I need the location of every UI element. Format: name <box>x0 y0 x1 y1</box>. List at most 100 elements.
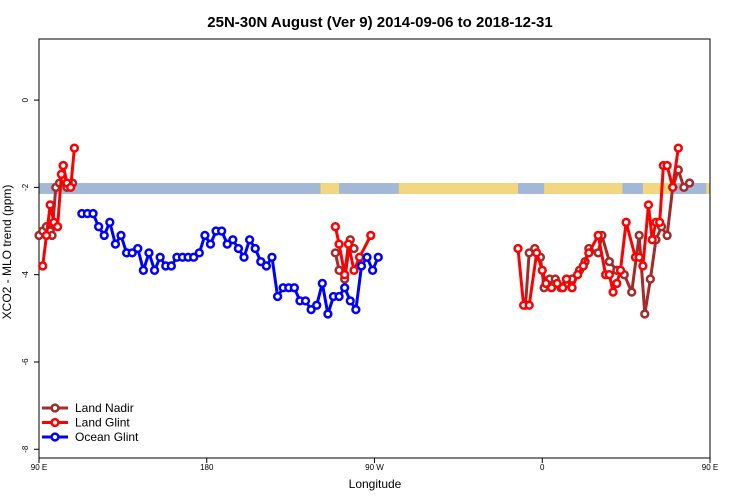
legend-item-ocean-glint: Ocean Glint <box>42 430 139 444</box>
land-glint-point <box>330 222 341 232</box>
land-glint-point <box>513 243 523 254</box>
land-glint-point <box>41 230 52 241</box>
ocean-glint-point <box>373 252 383 262</box>
land-nadir-point <box>662 230 672 241</box>
ocean-glint-point <box>133 243 143 254</box>
land-glint-point <box>668 182 678 193</box>
x-tick-label: 90 E <box>31 463 47 472</box>
ocean-glint-point <box>93 222 104 232</box>
ocean-glint-point <box>149 265 160 275</box>
legend-label: Ocean Glint <box>75 430 139 444</box>
land-glint-point <box>567 283 577 293</box>
land-glint-point <box>45 200 55 210</box>
ocean-glint-point <box>351 304 361 315</box>
land-glint-point <box>340 270 350 280</box>
land-glint-point <box>621 217 631 227</box>
land-glint-point <box>573 270 583 280</box>
ocean-glint-point <box>99 230 109 241</box>
ocean-glint-point <box>362 252 372 262</box>
ocean-glint-point <box>356 261 367 271</box>
land-nadir-point <box>634 230 644 241</box>
land-ocean-band <box>39 183 710 194</box>
land-glint-point <box>612 278 622 289</box>
ocean-glint-point <box>194 248 204 258</box>
land-glint-point <box>638 261 648 271</box>
legend-marker <box>50 417 60 428</box>
land-band-segment <box>642 183 673 194</box>
land-glint-point <box>38 261 48 271</box>
ocean-glint-point <box>116 230 126 241</box>
land-nadir-point <box>627 287 637 297</box>
land-glint-point <box>537 265 547 275</box>
ocean-glint-point <box>345 296 355 306</box>
land-glint-point <box>58 160 68 171</box>
land-nadir-point <box>684 178 695 188</box>
land-nadir-point <box>645 274 656 284</box>
land-glint-point <box>647 235 657 245</box>
legend-item-land-nadir: Land Nadir <box>42 401 134 415</box>
ocean-glint-point <box>323 309 333 319</box>
land-glint-point <box>643 200 654 210</box>
y-axis: 0 -2 -4 -6 -8 <box>21 97 39 453</box>
ocean-glint-point <box>261 261 272 271</box>
land-glint-point <box>578 261 588 271</box>
x-tick-label: 0 <box>540 463 545 472</box>
land-glint-point <box>584 248 594 258</box>
y-axis-label: XCO2 - MLO trend (ppm) <box>0 185 14 320</box>
land-glint-point <box>541 278 551 289</box>
ocean-glint-point <box>250 243 260 254</box>
ocean-glint-point <box>155 252 165 262</box>
chart-title: 25N-30N August (Ver 9) 2014-09-06 to 201… <box>207 14 552 31</box>
land-glint-point <box>366 230 376 241</box>
land-glint-point <box>69 143 80 153</box>
ocean-glint-point <box>306 304 316 315</box>
ocean-glint-point <box>144 248 154 258</box>
ocean-glint-point <box>138 265 149 275</box>
ocean-glint-point <box>233 243 244 254</box>
ocean-band <box>39 183 710 194</box>
land-glint-point <box>56 169 67 179</box>
land-glint-point <box>608 287 618 297</box>
land-glint-point <box>343 239 354 249</box>
land-band-segment <box>544 183 623 194</box>
y-tick-label: -6 <box>21 358 30 366</box>
land-glint-point <box>546 283 557 293</box>
ocean-glint-point <box>300 296 311 306</box>
land-glint-point <box>52 222 63 232</box>
x-axis-label: Longitude <box>349 477 402 491</box>
land-glint-point <box>615 265 626 275</box>
ocean-glint-point <box>228 235 238 245</box>
series-layer <box>34 143 695 319</box>
ocean-glint-point <box>105 217 115 227</box>
y-tick-label: 0 <box>21 97 30 102</box>
ocean-glint-point <box>367 265 378 275</box>
legend-item-land-glint: Land Glint <box>42 416 130 430</box>
y-tick-label: -4 <box>21 271 30 279</box>
land-band-segment <box>706 183 710 194</box>
land-glint-point <box>634 252 644 262</box>
land-glint-point <box>673 143 683 153</box>
x-axis: 90 E 180 90 W 0 90 E <box>31 458 718 472</box>
land-nadir-point <box>604 256 614 267</box>
ocean-glint-point <box>312 300 322 310</box>
land-nadir-point <box>640 309 650 319</box>
land-glint-point <box>593 230 603 241</box>
ocean-glint-point <box>244 235 255 245</box>
x-tick-label: 180 <box>200 463 214 472</box>
land-glint-point <box>349 265 359 275</box>
land-band-segment <box>398 183 519 194</box>
land-glint-point <box>604 270 614 280</box>
y-tick-label: -8 <box>21 445 30 453</box>
ocean-glint-point <box>340 283 350 293</box>
series-land-glint <box>38 143 683 310</box>
land-glint-point <box>662 160 672 171</box>
land-band-segment <box>320 183 340 194</box>
x-tick-label: 90 E <box>702 463 718 472</box>
ocean-glint-point <box>222 239 232 249</box>
series-ocean-glint <box>77 208 383 319</box>
ocean-glint-point <box>239 252 249 262</box>
ocean-glint-point <box>334 291 344 302</box>
ocean-glint-point <box>88 208 98 219</box>
